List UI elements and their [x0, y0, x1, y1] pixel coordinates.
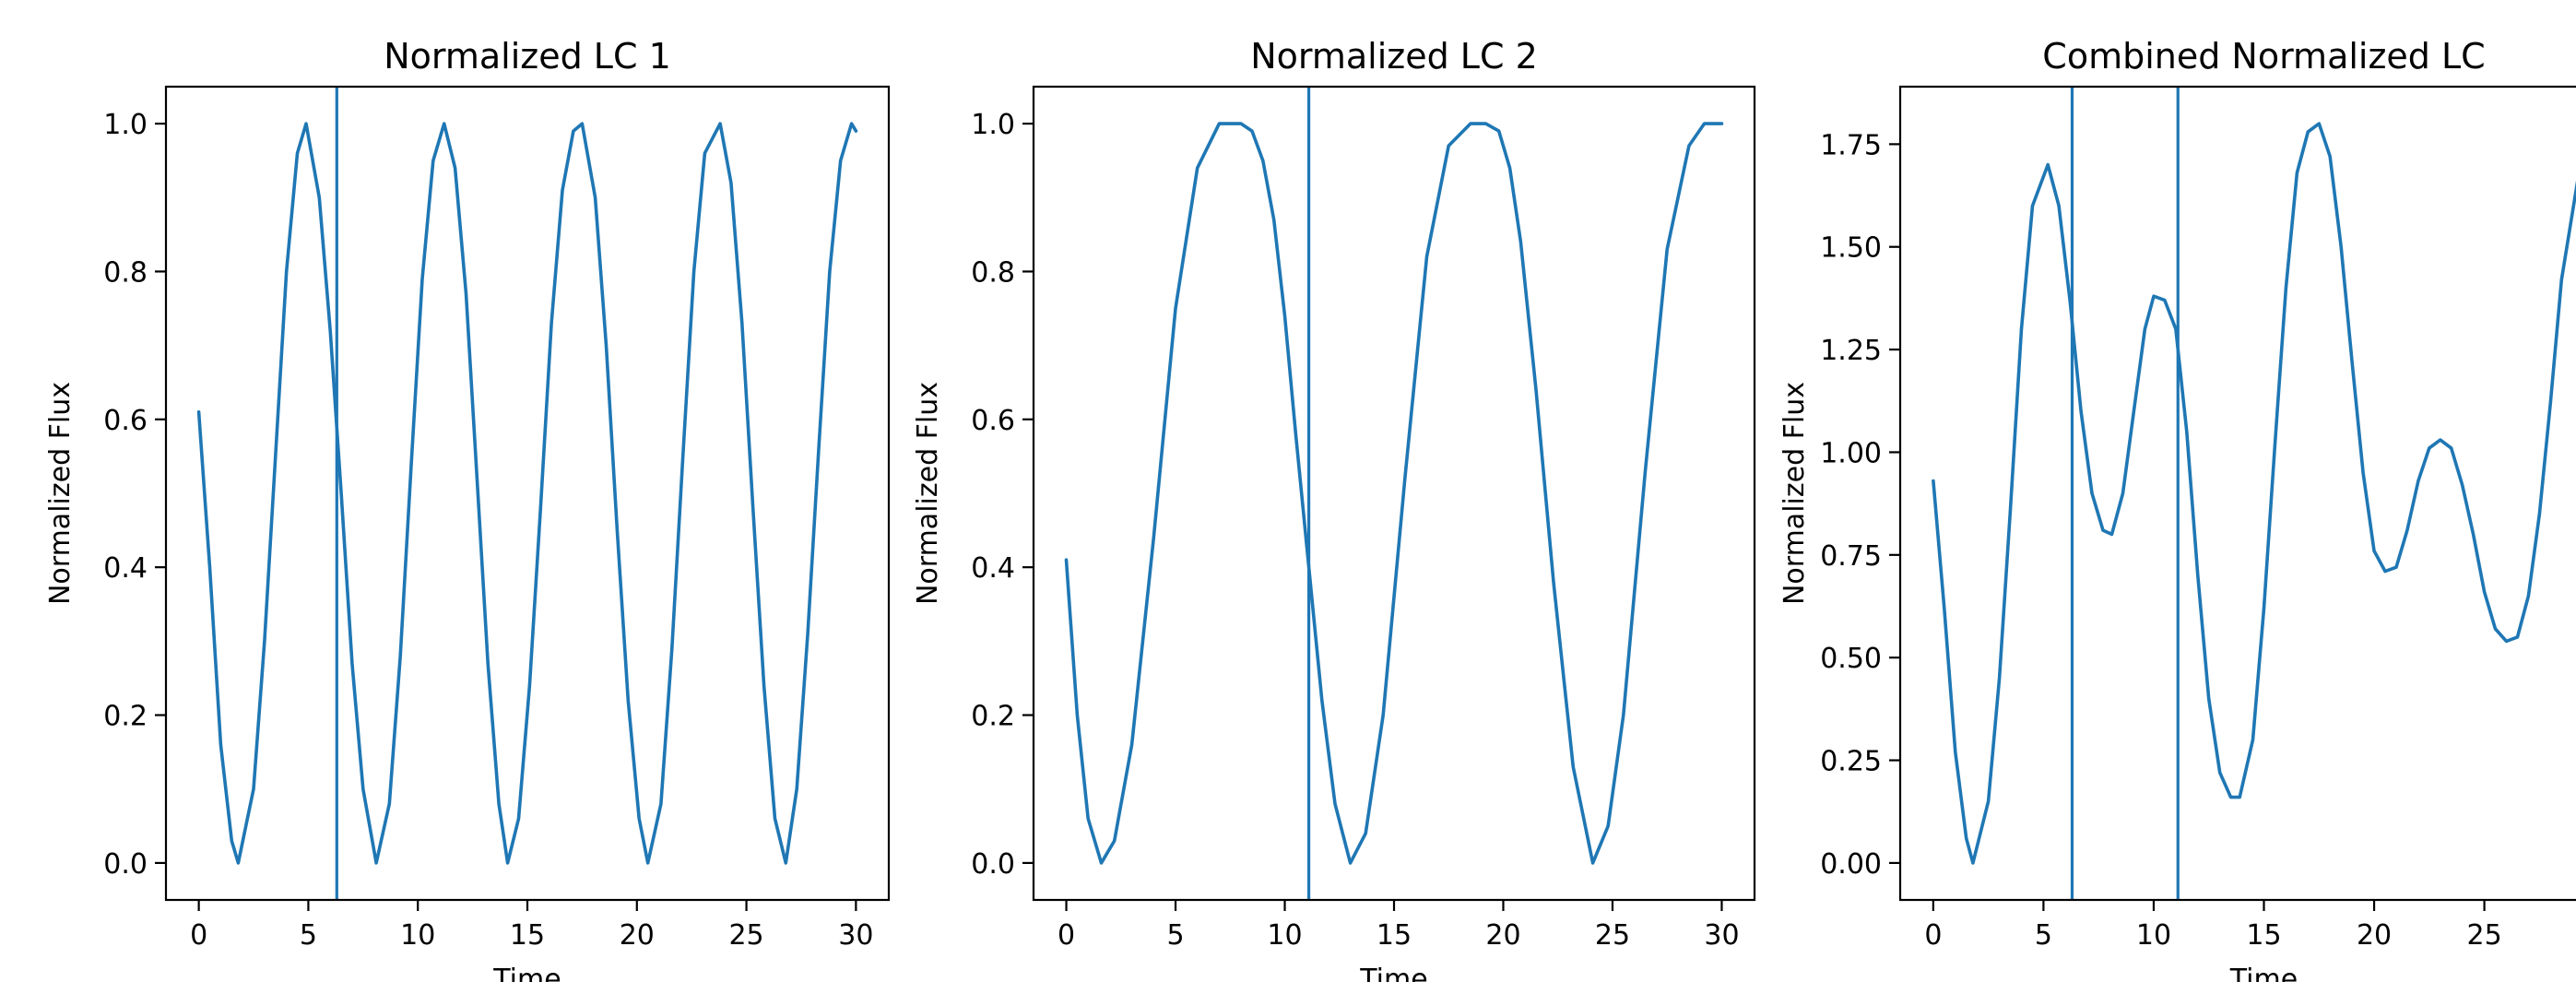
- y-axis-label: Normalized Flux: [44, 382, 77, 605]
- x-tick-label: 25: [1595, 919, 1630, 952]
- x-axis-label: Time: [1359, 964, 1427, 982]
- x-tick-label: 5: [1166, 919, 1184, 952]
- x-tick-label: 15: [1377, 919, 1412, 952]
- chart-title: Combined Normalized LC: [2042, 36, 2485, 77]
- x-tick-label: 5: [2035, 919, 2052, 952]
- y-tick-label: 1.75: [1820, 129, 1882, 161]
- y-axis-label: Normalized Flux: [1778, 382, 1811, 605]
- axes-frame: [1032, 85, 1756, 902]
- y-axis-label: Normalized Flux: [912, 382, 944, 605]
- y-tick-label: 0.8: [103, 256, 148, 289]
- chart-panel-2: 0 5 10 15 20 25 30 0.0 0.2 0.4 0.6 0.8 1.0 Normalized…: [912, 36, 1756, 982]
- y-tick-label: 1.00: [1820, 437, 1882, 469]
- y-tick-label: 1.0: [103, 109, 148, 141]
- y-tick-label: 0.6: [103, 405, 148, 437]
- y-tick-label: 0.75: [1820, 540, 1882, 573]
- series-line: [1064, 122, 1724, 865]
- y-tick-label: 0.2: [103, 701, 148, 733]
- chart-title: Normalized LC 2: [1250, 36, 1538, 77]
- x-tick-label: 10: [1267, 919, 1302, 952]
- y-tick-label: 1.25: [1820, 335, 1882, 367]
- x-tick-label: 15: [510, 919, 545, 952]
- plot-area: [1064, 87, 1724, 900]
- y-tick-label: 0.00: [1820, 848, 1882, 881]
- x-tick-label: 0: [1058, 919, 1075, 952]
- plot-area: [1932, 87, 2576, 900]
- chart-title: Normalized LC 1: [384, 36, 671, 77]
- axes-frame: [1898, 85, 2576, 902]
- x-tick-label: 0: [1924, 919, 1942, 952]
- x-axis-label: Time: [2229, 964, 2298, 982]
- y-tick-label: 0.4: [971, 552, 1015, 585]
- plot-area: [196, 87, 858, 900]
- x-axis-label: Time: [492, 964, 561, 982]
- x-tick-label: 25: [728, 919, 763, 952]
- x-tick-label: 30: [1704, 919, 1739, 952]
- y-tick-label: 1.0: [971, 109, 1015, 141]
- x-tick-label: 30: [838, 919, 873, 952]
- y-tick-label: 0.6: [971, 405, 1015, 437]
- x-tick-label: 20: [620, 919, 655, 952]
- y-tick-label: 0.2: [971, 701, 1015, 733]
- x-tick-label: 10: [400, 919, 435, 952]
- series-line: [196, 122, 858, 865]
- y-tick-label: 0.0: [103, 848, 148, 881]
- y-tick-label: 0.50: [1820, 643, 1882, 675]
- x-tick-label: 10: [2136, 919, 2171, 952]
- y-tick-label: 0.0: [971, 848, 1015, 881]
- y-tick-label: 1.50: [1820, 232, 1882, 265]
- chart-panel-1: 0 5 10 15 20 25 30 0.0 0.2 0.4 0.6 0.8 1.0 Normalized…: [44, 36, 891, 982]
- y-tick-label: 0.8: [971, 256, 1015, 289]
- chart-panel-3: 051015202530.000.250.500.751.001.251.501…: [1778, 36, 2576, 982]
- x-tick-label: 25: [2466, 919, 2501, 952]
- y-tick-label: 0.4: [103, 552, 148, 585]
- y-tick-label: 0.25: [1820, 746, 1882, 778]
- x-tick-label: 20: [2357, 919, 2392, 952]
- series-line: [1932, 122, 2576, 865]
- x-tick-label: 20: [1485, 919, 1520, 952]
- x-tick-label: 15: [2246, 919, 2281, 952]
- x-tick-label: 5: [300, 919, 317, 952]
- x-tick-label: 0: [190, 919, 207, 952]
